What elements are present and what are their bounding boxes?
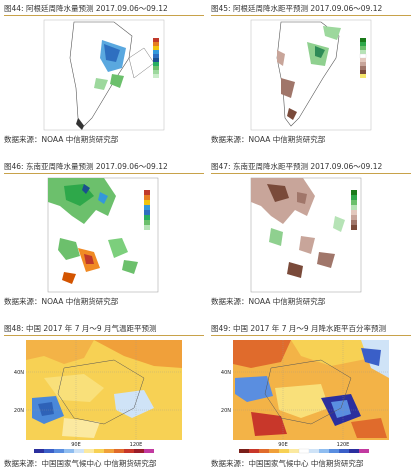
x-label: 120E bbox=[130, 442, 143, 448]
y-label: 40N bbox=[14, 370, 24, 376]
sea-precip-anomaly-map bbox=[211, 176, 411, 294]
figure-caption: 图48: 中国 2017 年 7 月～9 月气温距平预测 bbox=[4, 322, 204, 336]
data-source: 数据来源：NOAA 中信期货研究部 bbox=[4, 135, 119, 144]
y-label: 40N bbox=[221, 370, 231, 376]
x-label: 120E bbox=[337, 442, 350, 448]
figure-caption: 图45: 阿根廷周降水距平预测 2017.09.06～09.12 bbox=[211, 2, 411, 16]
data-source: 数据来源：中国国家气候中心 中信期货研究部 bbox=[211, 459, 364, 468]
y-label: 20N bbox=[14, 408, 24, 414]
y-label: 20N bbox=[221, 408, 231, 414]
data-source: 数据来源：NOAA 中信期货研究部 bbox=[211, 297, 326, 306]
figure-caption: 图47: 东南亚周降水距平预测 2017.09.06～09.12 bbox=[211, 160, 411, 174]
data-source: 数据来源：中国国家气候中心 中信期货研究部 bbox=[4, 459, 157, 468]
argentina-precip-map bbox=[4, 18, 204, 132]
figure-caption: 图46: 东南亚周降水量预测 2017.09.06～09.12 bbox=[4, 160, 204, 174]
sea-precip-map bbox=[4, 176, 204, 294]
argentina-precip-anomaly-map bbox=[211, 18, 411, 132]
data-source: 数据来源：NOAA 中信期货研究部 bbox=[4, 297, 119, 306]
china-temp-anomaly-map: 40N 20N 90E 120E bbox=[4, 338, 204, 456]
figure-caption: 图49: 中国 2017 年 7 月～9 月降水距平百分率预测 bbox=[211, 322, 411, 336]
data-source: 数据来源：NOAA 中信期货研究部 bbox=[211, 135, 326, 144]
china-precip-anomaly-map: 40N 20N 90E 120E bbox=[211, 338, 411, 456]
x-label: 90E bbox=[71, 442, 81, 448]
x-label: 90E bbox=[278, 442, 288, 448]
figure-caption: 图44: 阿根廷周降水量预测 2017.09.06～09.12 bbox=[4, 2, 204, 16]
